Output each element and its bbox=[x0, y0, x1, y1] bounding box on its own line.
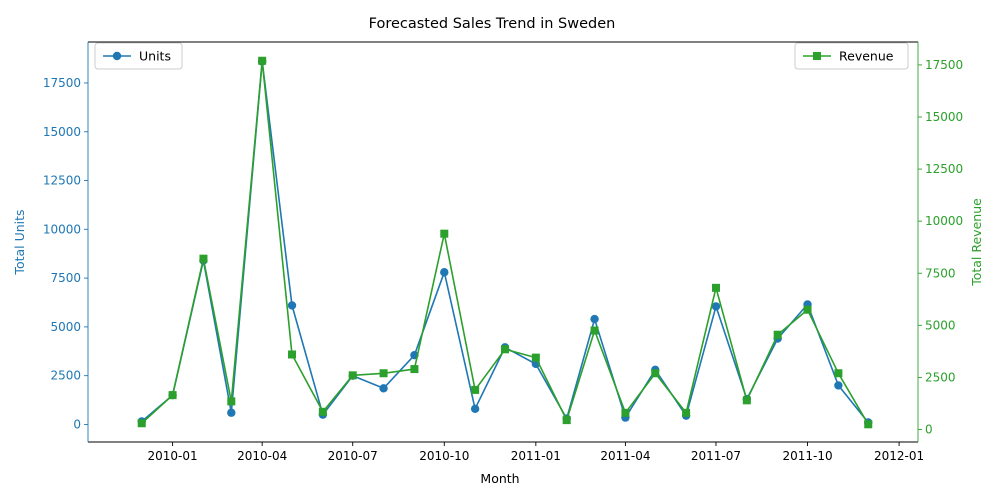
revenue-data-point bbox=[742, 396, 751, 405]
revenue-data-point bbox=[651, 369, 660, 378]
legend-frame bbox=[94, 42, 183, 70]
revenue-data-point bbox=[440, 229, 449, 238]
y-right-tick-label: 10000 bbox=[925, 214, 963, 228]
legend-revenue: Revenue bbox=[794, 42, 909, 70]
units-data-point bbox=[440, 268, 449, 277]
revenue-data-point bbox=[711, 283, 720, 292]
y-right-tick-label: 17500 bbox=[925, 58, 963, 72]
revenue-data-point bbox=[834, 369, 843, 378]
revenue-data-point bbox=[410, 365, 419, 374]
units-data-point bbox=[711, 302, 721, 311]
legend-label: Units bbox=[139, 49, 171, 64]
legend-frame bbox=[794, 42, 909, 70]
y-right-axis-label: Total Revenue bbox=[969, 198, 984, 287]
units-data-point bbox=[287, 301, 297, 310]
y-left-tick-label: 0 bbox=[73, 417, 81, 431]
y-left-tick-label: 17500 bbox=[43, 76, 81, 90]
revenue-data-point bbox=[348, 371, 357, 380]
chart-title: Forecasted Sales Trend in Sweden bbox=[369, 16, 616, 32]
revenue-data-point bbox=[471, 385, 480, 394]
revenue-data-point bbox=[227, 397, 236, 406]
x-tick-label: 2010-04 bbox=[237, 449, 287, 463]
revenue-data-point bbox=[621, 408, 630, 417]
legend-marker bbox=[112, 51, 122, 61]
revenue-data-point bbox=[773, 330, 782, 339]
y-right-tick-label: 15000 bbox=[925, 110, 963, 124]
revenue-data-point bbox=[137, 419, 146, 428]
revenue-data-point bbox=[168, 391, 177, 400]
revenue-data-point bbox=[562, 416, 571, 425]
revenue-data-point bbox=[531, 353, 540, 362]
units-series-line bbox=[141, 60, 869, 424]
legend-marker bbox=[813, 52, 821, 60]
y-left-tick-label: 15000 bbox=[43, 125, 81, 139]
x-tick-label: 2011-07 bbox=[691, 449, 741, 463]
units-data-point bbox=[590, 314, 599, 324]
units-data-point bbox=[834, 381, 843, 390]
x-tick-label: 2010-01 bbox=[148, 449, 198, 463]
revenue-data-point bbox=[590, 326, 599, 335]
revenue-data-point bbox=[379, 369, 388, 378]
y-left-tick-label: 7500 bbox=[50, 271, 81, 285]
legend-label: Revenue bbox=[839, 49, 894, 64]
revenue-data-point bbox=[500, 345, 509, 354]
units-data-point bbox=[470, 404, 480, 414]
x-tick-label: 2011-04 bbox=[600, 449, 650, 463]
y-right-tick-label: 2500 bbox=[925, 370, 956, 384]
y-right-tick-label: 7500 bbox=[925, 266, 956, 280]
plot-area: 2010-01 2010-04 2010-07 2010-10 2011-01 2011-… bbox=[43, 41, 963, 463]
revenue-data-point bbox=[864, 420, 873, 429]
x-axis-label: Month bbox=[480, 471, 519, 486]
revenue-data-point bbox=[682, 408, 691, 417]
x-tick-label: 2010-10 bbox=[419, 449, 469, 463]
revenue-data-point bbox=[803, 305, 812, 314]
revenue-data-point bbox=[288, 350, 297, 359]
y-right-tick-label: 0 bbox=[925, 423, 933, 437]
units-data-point bbox=[379, 384, 388, 393]
revenue-series-line bbox=[141, 59, 869, 425]
legend-units: Units bbox=[94, 42, 183, 70]
revenue-data-point bbox=[258, 56, 267, 65]
x-tick-label: 2011-01 bbox=[511, 449, 561, 463]
revenue-data-point bbox=[199, 254, 208, 263]
x-tick-label: 2012-01 bbox=[874, 449, 924, 463]
x-tick-label: 2010-07 bbox=[328, 449, 378, 463]
y-right-tick-label: 5000 bbox=[925, 318, 956, 332]
y-left-tick-label: 12500 bbox=[43, 174, 81, 188]
units-data-point bbox=[227, 408, 236, 417]
x-tick-label: 2011-10 bbox=[782, 449, 832, 463]
revenue-data-point bbox=[318, 407, 327, 416]
y-left-tick-label: 5000 bbox=[50, 320, 81, 334]
y-left-axis-label: Total Units bbox=[12, 209, 27, 275]
y-left-tick-label: 2500 bbox=[50, 369, 81, 383]
y-left-tick-label: 10000 bbox=[43, 222, 81, 236]
y-right-tick-label: 12500 bbox=[925, 162, 963, 176]
